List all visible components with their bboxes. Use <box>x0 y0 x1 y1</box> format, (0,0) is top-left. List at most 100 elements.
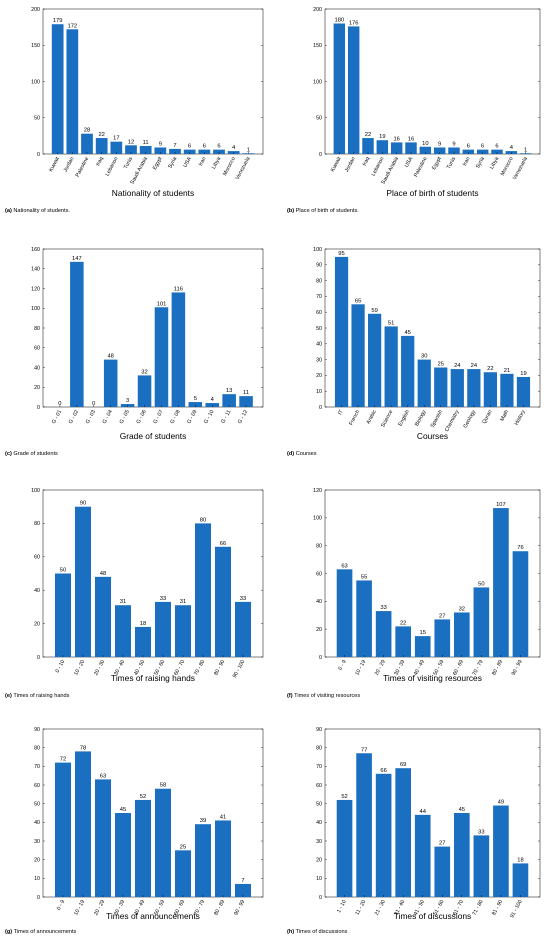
caption-text: Nationality of students. <box>13 208 70 214</box>
data-label: 19 <box>520 371 526 377</box>
caption-letter: (g) <box>5 929 14 935</box>
y-tick-label: 40 <box>316 820 322 826</box>
data-label: 4 <box>211 397 215 403</box>
bar <box>434 367 448 407</box>
data-label: 30 <box>421 354 427 360</box>
x-tick-label: Geology <box>463 409 478 430</box>
data-label: 25 <box>438 362 444 368</box>
data-label: 172 <box>67 23 77 29</box>
x-tick-label: Chemistry <box>444 409 461 433</box>
y-tick-label: 20 <box>316 857 322 863</box>
y-tick-label: 50 <box>316 801 322 807</box>
x-tick-label: 80 - 90 <box>213 659 226 676</box>
plot-frame <box>42 489 264 658</box>
data-label: 1 <box>247 147 250 153</box>
bar <box>476 149 489 154</box>
data-label: 180 <box>334 18 344 24</box>
y-tick-label: 0 <box>37 655 40 661</box>
data-label: 22 <box>365 132 371 138</box>
x-tick-label: Morocco <box>222 156 237 177</box>
x-tick-label: 1 - 10 <box>336 899 348 914</box>
bar <box>188 402 203 407</box>
data-label: 65 <box>355 298 361 304</box>
data-label: 31 <box>120 599 126 605</box>
data-label: 51 <box>388 320 394 326</box>
bar <box>115 605 131 657</box>
y-tick-label: 80 <box>316 543 322 549</box>
y-tick-label: 20 <box>316 627 322 633</box>
bar <box>491 149 503 154</box>
data-label: 58 <box>160 783 166 789</box>
data-label: 116 <box>174 286 183 292</box>
data-label: 15 <box>420 630 426 636</box>
y-tick-label: 80 <box>34 745 40 751</box>
y-tick-label: 0 <box>319 405 322 411</box>
bar <box>384 326 398 407</box>
bar <box>155 601 171 657</box>
x-tick-label: 81 - 90 <box>491 899 504 916</box>
data-label: 63 <box>100 773 106 779</box>
data-label: 49 <box>498 800 504 806</box>
bar <box>235 601 251 657</box>
x-tick-label: Morocco <box>500 156 515 177</box>
y-tick-label: 40 <box>34 588 40 594</box>
y-tick-label: 100 <box>31 306 40 312</box>
data-label: 6 <box>495 144 498 150</box>
bar <box>362 138 374 154</box>
caption-text: Times of visiting resources <box>294 693 360 699</box>
data-label: 41 <box>220 814 226 820</box>
x-tick-label: G - 10 <box>203 409 215 425</box>
y-tick-label: 100 <box>313 247 322 253</box>
bar <box>55 762 71 897</box>
x-tick-label: 90 - 100 <box>232 659 246 679</box>
bar <box>95 138 108 154</box>
x-tick-label: Tunis <box>446 156 457 170</box>
x-tick-label: 10 - 19 <box>73 899 86 916</box>
y-tick-label: 100 <box>31 79 40 85</box>
data-label: 33 <box>478 829 484 835</box>
bar <box>55 573 71 657</box>
bar <box>75 751 91 897</box>
x-tick-label: 91 - 100 <box>509 899 523 919</box>
y-tick-label: 60 <box>316 310 322 316</box>
bar <box>376 140 389 154</box>
bar <box>493 805 509 897</box>
bar <box>405 142 417 154</box>
caption-letter: (d) <box>287 451 296 457</box>
y-tick-label: 60 <box>34 346 40 352</box>
y-tick-label: 140 <box>31 267 40 273</box>
plot-frame <box>324 728 541 898</box>
bar <box>516 376 531 407</box>
data-label: 4 <box>510 145 514 151</box>
data-label: 27 <box>439 841 445 847</box>
x-tick-label: Jordan <box>344 156 357 173</box>
chart-panel-2: 050100150200180Kuwait176Jordan22Iraq19Le… <box>287 7 541 214</box>
x-tick-label: Spanish <box>430 409 444 429</box>
data-label: 6 <box>467 144 470 150</box>
data-label: 9 <box>438 141 441 147</box>
x-tick-label: Quran <box>481 409 493 425</box>
x-tick-label: Iran <box>198 156 208 167</box>
x-tick-label: G - 09 <box>186 409 198 425</box>
data-label: 5 <box>194 396 197 402</box>
data-label: 0 <box>92 401 95 407</box>
caption-text: Courses <box>296 451 317 457</box>
data-label: 45 <box>459 807 465 813</box>
x-tick-label: History <box>514 409 527 427</box>
x-tick-label: G - 02 <box>68 409 80 425</box>
x-tick-label: 80 - 89 <box>491 659 504 676</box>
y-tick-label: 100 <box>313 516 322 522</box>
bar <box>334 256 349 407</box>
data-label: 33 <box>380 605 386 611</box>
bar <box>356 753 372 897</box>
data-label: 16 <box>393 136 399 142</box>
bar <box>70 261 84 407</box>
y-tick-label: 100 <box>313 79 322 85</box>
y-tick-label: 30 <box>34 839 40 845</box>
panel-caption: (g) Times of announcements <box>5 929 77 935</box>
data-label: 22 <box>400 620 406 626</box>
y-tick-label: 0 <box>37 152 40 158</box>
bar <box>333 23 346 154</box>
y-tick-label: 20 <box>34 385 40 391</box>
